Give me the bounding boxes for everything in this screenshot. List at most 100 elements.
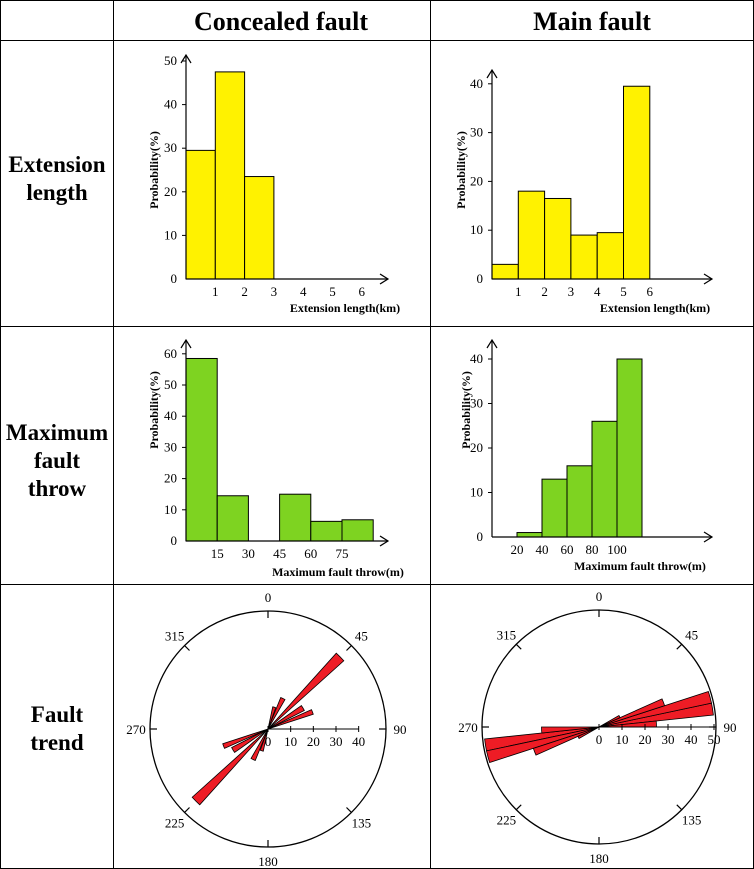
rose-concealed: 0 45 90 135 180 225 270 315 0 10 20 30 40 bbox=[126, 590, 406, 869]
y-tick-label: 20 bbox=[470, 440, 483, 455]
bar-4 bbox=[341, 519, 374, 542]
rose-petal-0 bbox=[267, 652, 345, 730]
x-tick-label: 60 bbox=[561, 542, 574, 557]
bar-4 bbox=[616, 358, 643, 538]
bar-0 bbox=[185, 149, 216, 280]
y-tick-label: 0 bbox=[171, 533, 178, 548]
x-tick-label: 5 bbox=[329, 284, 336, 299]
angle-label: 90 bbox=[394, 722, 407, 737]
radial-tick-label: 50 bbox=[708, 732, 721, 747]
rose-petal-6 bbox=[267, 696, 286, 730]
angle-label: 45 bbox=[355, 629, 368, 644]
x-tick-label: 40 bbox=[536, 542, 549, 557]
angle-label: 225 bbox=[497, 813, 517, 828]
x-tick-label: 45 bbox=[273, 546, 286, 561]
header-concealed-fault: Concealed fault bbox=[194, 7, 368, 36]
y-tick-label: 40 bbox=[470, 76, 483, 91]
x-tick-label: 20 bbox=[511, 542, 524, 557]
radial-tick-label: 20 bbox=[307, 734, 320, 749]
x-tick-label: 75 bbox=[336, 546, 349, 561]
row-label-throw-3: throw bbox=[28, 476, 87, 501]
rose-petal-2 bbox=[267, 705, 305, 730]
hist-main-throw: 0 10 20 30 40 20 40 60 80 100 Maximum fault throw(… bbox=[459, 338, 714, 573]
radial-tick-label: 40 bbox=[685, 732, 698, 747]
y-tick-label: 40 bbox=[164, 97, 177, 112]
angle-label: 270 bbox=[458, 720, 478, 735]
header-main-fault: Main fault bbox=[533, 7, 651, 36]
x-tick-label: 60 bbox=[304, 546, 317, 561]
x-tick-label: 6 bbox=[359, 284, 366, 299]
x-tick-label: 100 bbox=[607, 542, 627, 557]
bar-1 bbox=[541, 478, 568, 538]
x-axis-arrow bbox=[379, 535, 390, 547]
y-tick-label: 30 bbox=[164, 140, 177, 155]
angle-label: 135 bbox=[682, 813, 702, 828]
angle-label: 315 bbox=[497, 627, 517, 642]
y-axis-label: Probability(%) bbox=[147, 371, 161, 449]
y-tick-label: 0 bbox=[171, 271, 178, 286]
y-tick-label: 30 bbox=[470, 125, 483, 140]
y-tick-label: 10 bbox=[470, 485, 483, 500]
bar-2 bbox=[279, 493, 312, 542]
row-label-throw-1: Maximum bbox=[6, 420, 108, 445]
y-tick-label: 30 bbox=[164, 439, 177, 454]
y-tick-label: 20 bbox=[164, 471, 177, 486]
x-axis-label: Maximum fault throw(m) bbox=[574, 559, 706, 573]
y-axis-label: Probability(%) bbox=[147, 131, 161, 209]
bar-5 bbox=[623, 85, 651, 280]
angle-tick bbox=[676, 643, 683, 650]
rose-petal-5 bbox=[541, 726, 600, 734]
hist-concealed-extension: 0 10 20 30 40 50 1 2 3 4 5 6 Extension length(km) Pro… bbox=[147, 53, 400, 315]
rose-petal-5 bbox=[222, 728, 269, 749]
y-tick-label: 50 bbox=[164, 53, 177, 68]
angle-label: 90 bbox=[724, 720, 737, 735]
radial-tick-label: 0 bbox=[596, 732, 603, 747]
bar-4 bbox=[596, 232, 625, 280]
row-label-extension-2: length bbox=[26, 180, 88, 205]
rose-petal-1 bbox=[191, 728, 269, 806]
angle-label: 0 bbox=[596, 589, 603, 604]
y-tick-label: 40 bbox=[164, 408, 177, 423]
angle-label: 180 bbox=[258, 854, 278, 869]
rose-petal-8 bbox=[598, 714, 621, 728]
bar-0 bbox=[516, 532, 543, 538]
x-axis-arrow bbox=[703, 273, 714, 285]
rose-petal-9 bbox=[577, 726, 600, 740]
y-axis-arrow bbox=[486, 68, 498, 79]
row-label-throw-2: fault bbox=[34, 448, 80, 473]
angle-tick bbox=[184, 645, 190, 651]
angle-label: 270 bbox=[126, 722, 146, 737]
y-tick-label: 10 bbox=[470, 222, 483, 237]
x-tick-label: 1 bbox=[515, 284, 522, 299]
x-axis-label: Extension length(km) bbox=[290, 301, 400, 315]
x-tick-label: 30 bbox=[242, 546, 255, 561]
row-label-trend-2: trend bbox=[30, 730, 83, 755]
bar-2 bbox=[544, 197, 572, 280]
y-axis-label: Probability(%) bbox=[454, 131, 468, 209]
rose-petal-3 bbox=[231, 728, 269, 753]
radial-tick-label: 10 bbox=[284, 734, 297, 749]
angle-tick bbox=[346, 645, 352, 651]
x-tick-label: 4 bbox=[594, 284, 601, 299]
radial-tick-label: 10 bbox=[616, 732, 629, 747]
y-tick-label: 50 bbox=[164, 377, 177, 392]
radial-tick-label: 40 bbox=[352, 734, 365, 749]
angle-tick bbox=[515, 643, 522, 650]
x-tick-label: 4 bbox=[300, 284, 307, 299]
y-tick-label: 20 bbox=[164, 184, 177, 199]
x-tick-label: 2 bbox=[241, 284, 248, 299]
angle-label: 315 bbox=[165, 629, 185, 644]
radial-tick-label: 30 bbox=[662, 732, 675, 747]
rose-petal-9 bbox=[259, 728, 269, 752]
rose-main: 0 45 90 135 180 225 270 315 0 10 20 30 40 50 bbox=[458, 589, 736, 866]
bar-0 bbox=[185, 357, 218, 542]
bar-3 bbox=[310, 520, 343, 542]
bar-2 bbox=[244, 176, 275, 280]
y-tick-label: 20 bbox=[470, 173, 483, 188]
radial-tick-label: 0 bbox=[265, 734, 272, 749]
x-tick-label: 5 bbox=[620, 284, 627, 299]
y-tick-label: 60 bbox=[164, 346, 177, 361]
rose-petal-7 bbox=[250, 728, 269, 762]
x-axis-label: Extension length(km) bbox=[600, 301, 710, 315]
